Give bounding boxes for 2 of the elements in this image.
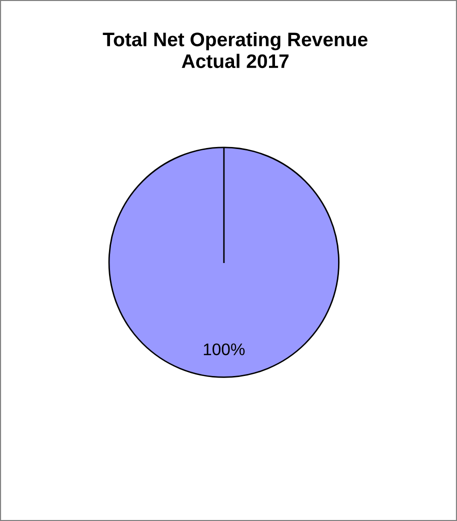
data-label: 100% xyxy=(204,343,245,356)
chart-title: Total Net Operating Revenue Actual 2017 xyxy=(102,32,368,68)
